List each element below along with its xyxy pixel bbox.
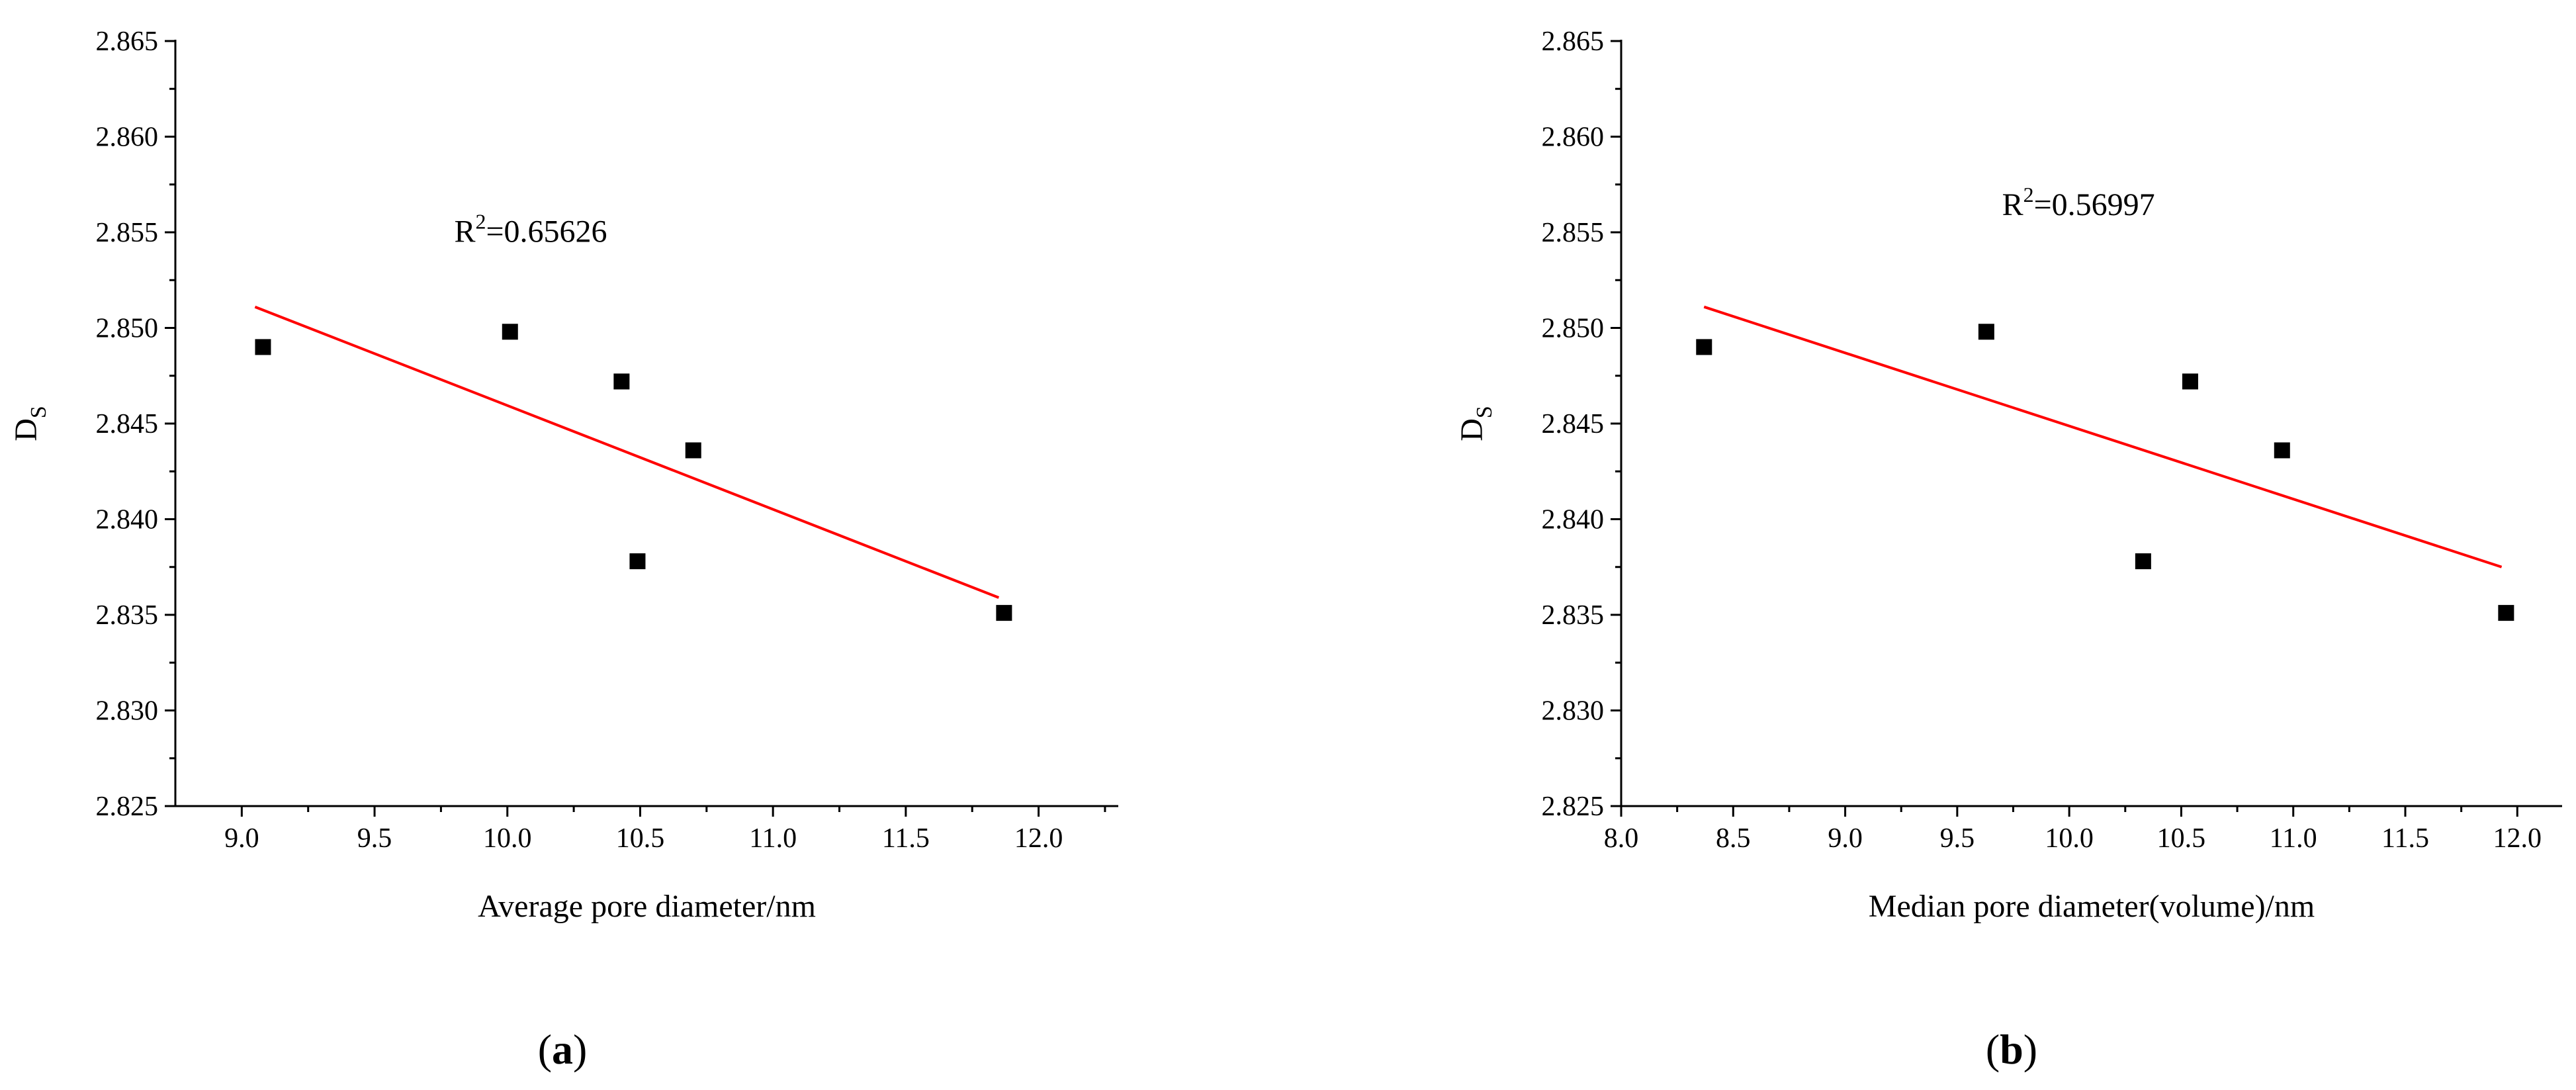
data-point bbox=[996, 605, 1012, 621]
x-tick-label: 12.0 bbox=[2493, 823, 2542, 854]
x-tick-label: 9.5 bbox=[357, 823, 392, 854]
panel-label: (b) bbox=[1986, 1026, 2037, 1073]
y-tick-label: 2.840 bbox=[1542, 505, 1605, 535]
y-tick-label: 2.845 bbox=[96, 409, 159, 439]
y-axis-title: DS bbox=[9, 406, 51, 441]
y-tick-label: 2.835 bbox=[1542, 600, 1605, 631]
data-point bbox=[255, 339, 271, 355]
y-tick-label: 2.830 bbox=[1542, 696, 1605, 727]
y-tick-label: 2.825 bbox=[1542, 792, 1605, 822]
x-tick-label: 11.0 bbox=[749, 823, 797, 854]
regression-line bbox=[254, 305, 1000, 599]
x-axis-title: Average pore diameter/nm bbox=[478, 889, 816, 924]
y-tick-label: 2.855 bbox=[96, 218, 159, 248]
y-tick-label: 2.860 bbox=[1542, 122, 1605, 153]
x-tick-label: 9.5 bbox=[1940, 823, 1975, 854]
data-point bbox=[685, 442, 701, 459]
data-point bbox=[613, 373, 630, 390]
y-tick-label: 2.850 bbox=[1542, 314, 1605, 344]
y-tick-label: 2.855 bbox=[1542, 218, 1605, 248]
x-tick-label: 11.5 bbox=[882, 823, 930, 854]
y-tick-label: 2.845 bbox=[1542, 409, 1605, 439]
x-tick-label: 10.5 bbox=[2157, 823, 2206, 854]
y-tick-label: 2.865 bbox=[1542, 26, 1605, 57]
x-tick-label: 11.5 bbox=[2381, 823, 2429, 854]
chart-panel-a: 2.825 2.830 2.835 2.840 2.845 2.850 2.855 2.860… bbox=[9, 26, 1118, 1073]
data-point bbox=[2274, 442, 2290, 459]
data-point bbox=[1696, 339, 1712, 355]
regression-line bbox=[1703, 305, 2503, 568]
y-tick-label: 2.830 bbox=[96, 696, 159, 727]
r-squared-annotation: R2=0.65626 bbox=[454, 209, 607, 249]
x-tick-label: 10.0 bbox=[483, 823, 532, 854]
data-point bbox=[629, 553, 646, 570]
data-point bbox=[502, 324, 518, 340]
x-tick-label: 12.0 bbox=[1014, 823, 1063, 854]
data-point bbox=[1978, 324, 1994, 340]
data-point bbox=[2182, 373, 2198, 390]
x-tick-label: 11.0 bbox=[2270, 823, 2317, 854]
y-tick-label: 2.840 bbox=[96, 505, 159, 535]
x-tick-label: 8.5 bbox=[1716, 823, 1751, 854]
x-tick-label: 9.0 bbox=[224, 823, 259, 854]
y-tick-label: 2.850 bbox=[96, 314, 159, 344]
data-point bbox=[2135, 553, 2151, 570]
r-squared-annotation: R2=0.56997 bbox=[2002, 183, 2155, 222]
y-tick-label: 2.860 bbox=[96, 122, 159, 153]
x-tick-label: 9.0 bbox=[1828, 823, 1863, 854]
chart-panel-b: 2.825 2.830 2.835 2.840 2.845 2.850 2.855 2.860… bbox=[1454, 26, 2562, 1073]
x-tick-label: 10.5 bbox=[616, 823, 665, 854]
y-tick-label: 2.825 bbox=[96, 792, 159, 822]
x-tick-label: 10.0 bbox=[2045, 823, 2094, 854]
panel-label: (a) bbox=[538, 1026, 588, 1073]
y-axis-title: DS bbox=[1454, 406, 1497, 441]
y-tick-label: 2.835 bbox=[96, 600, 159, 631]
data-point bbox=[2498, 605, 2514, 621]
y-tick-label: 2.865 bbox=[96, 26, 159, 57]
x-axis-title: Median pore diameter(volume)/nm bbox=[1869, 889, 2315, 924]
x-tick-label: 8.0 bbox=[1604, 823, 1639, 854]
